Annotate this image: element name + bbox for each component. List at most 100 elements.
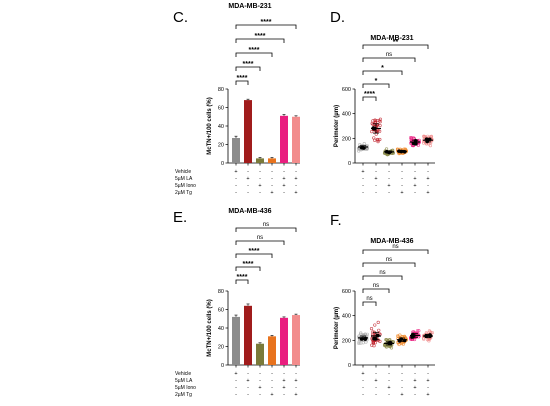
D-replicate-mean [424,137,429,141]
C-bracket-label: **** [255,33,266,40]
D-point [426,134,430,138]
F-point [370,343,374,347]
F-condition-mark: - [362,378,364,384]
D-point [371,122,375,127]
C-condition-mark: - [235,190,237,196]
F-bracket: ns [362,257,416,267]
F-condition-mark: + [400,392,403,398]
F-point [369,327,374,331]
C-y-tick-label: 60 [218,106,224,112]
E-y-tick-label: 60 [218,308,224,314]
E-bar [244,305,252,365]
C-condition-mark: - [283,169,285,175]
E-condition-mark: - [259,378,261,384]
F-point [422,337,426,341]
D-replicate-mean [413,139,418,143]
E-bracket-label: ns [257,235,263,241]
D-point [428,144,433,148]
D-point [378,123,382,128]
F-replicate-mean [428,334,433,338]
D-point [358,143,362,147]
F-replicate-mean [410,332,415,337]
F-condition-mark: - [362,392,364,398]
C-bar [256,158,264,163]
F-point [357,341,361,346]
D-condition-mark: + [374,176,377,182]
C-bracket: **** [235,33,285,43]
E-bracket: ns [235,222,297,232]
C-bracket-line [235,24,297,29]
F-point [415,329,420,333]
E-bar [232,316,240,365]
C-y-tick-label: 80 [218,87,224,93]
condition-label: 2µM Tg [175,392,192,398]
E-condition-mark: + [270,392,273,398]
E-condition-mark: - [271,371,273,377]
D-condition-mark: - [362,183,364,189]
C-condition-mark: + [294,190,297,196]
C-condition-mark: - [235,176,237,182]
C-condition-mark: - [295,169,297,175]
C-bracket-line [235,38,285,43]
F-point [377,328,381,332]
E-bracket-label: ns [263,222,269,228]
F-bracket-line [362,249,429,254]
C-condition-mark: - [271,169,273,175]
C-bracket-label: **** [261,19,272,26]
C-condition-mark: + [234,169,237,175]
panel-C: C. MDA-MB-231 0 20 40 60 80 McTN+/100 cells (%)… [173,3,300,196]
D-point [376,128,380,133]
F-condition-mark: - [427,371,429,377]
F-point [430,331,434,335]
E-condition-mark: - [295,385,297,391]
C-bracket-label: **** [243,61,254,68]
C-bracket: **** [235,75,249,85]
D-condition-mark: + [413,183,416,189]
E-bar [268,336,276,365]
D-point [422,141,426,145]
C-condition-mark: - [259,176,261,182]
F-replicate-mean [363,337,367,341]
E-bracket-line [235,253,273,258]
D-condition-mark: - [401,183,403,189]
condition-label: Vehicle [175,169,191,175]
D-condition-mark: + [361,169,364,175]
F-bracket: ns [362,283,390,293]
D-point [375,118,379,123]
D-point [416,143,420,147]
F-bracket: ns [362,244,429,254]
C-condition-mark: - [259,169,261,175]
E-condition-mark: - [271,378,273,384]
D-point [408,136,413,140]
D-point [422,135,427,139]
E-bracket: **** [235,261,261,271]
F-bracket-label: ns [392,244,398,250]
E-condition-mark: + [294,378,297,384]
C-bracket-label: **** [237,75,248,82]
F-bracket-line [362,275,403,280]
C-condition-mark: + [270,190,273,196]
C-condition-mark: - [271,183,273,189]
D-bracket-line [362,44,429,49]
E-condition-mark: - [283,392,285,398]
F-chart-title: MDA-MB-436 [370,238,413,245]
E-bracket: ns [235,235,285,245]
F-bracket-label: ns [373,283,379,289]
E-condition-mark: + [234,371,237,377]
C-bracket-line [235,52,273,57]
D-condition-mark: - [427,169,429,175]
D-replicate-mean [373,126,377,131]
F-condition-mark: + [413,378,416,384]
F-condition-mark: + [361,371,364,377]
D-condition-mark: - [388,169,390,175]
D-condition-mark: - [375,169,377,175]
F-condition-mark: - [388,392,390,398]
D-point [429,141,433,145]
D-condition-mark: - [362,190,364,196]
C-condition-mark: - [235,183,237,189]
C-bar [268,158,276,163]
F-condition-mark: - [427,385,429,391]
D-bracket-label: **** [364,91,375,98]
C-condition-mark: - [271,176,273,182]
